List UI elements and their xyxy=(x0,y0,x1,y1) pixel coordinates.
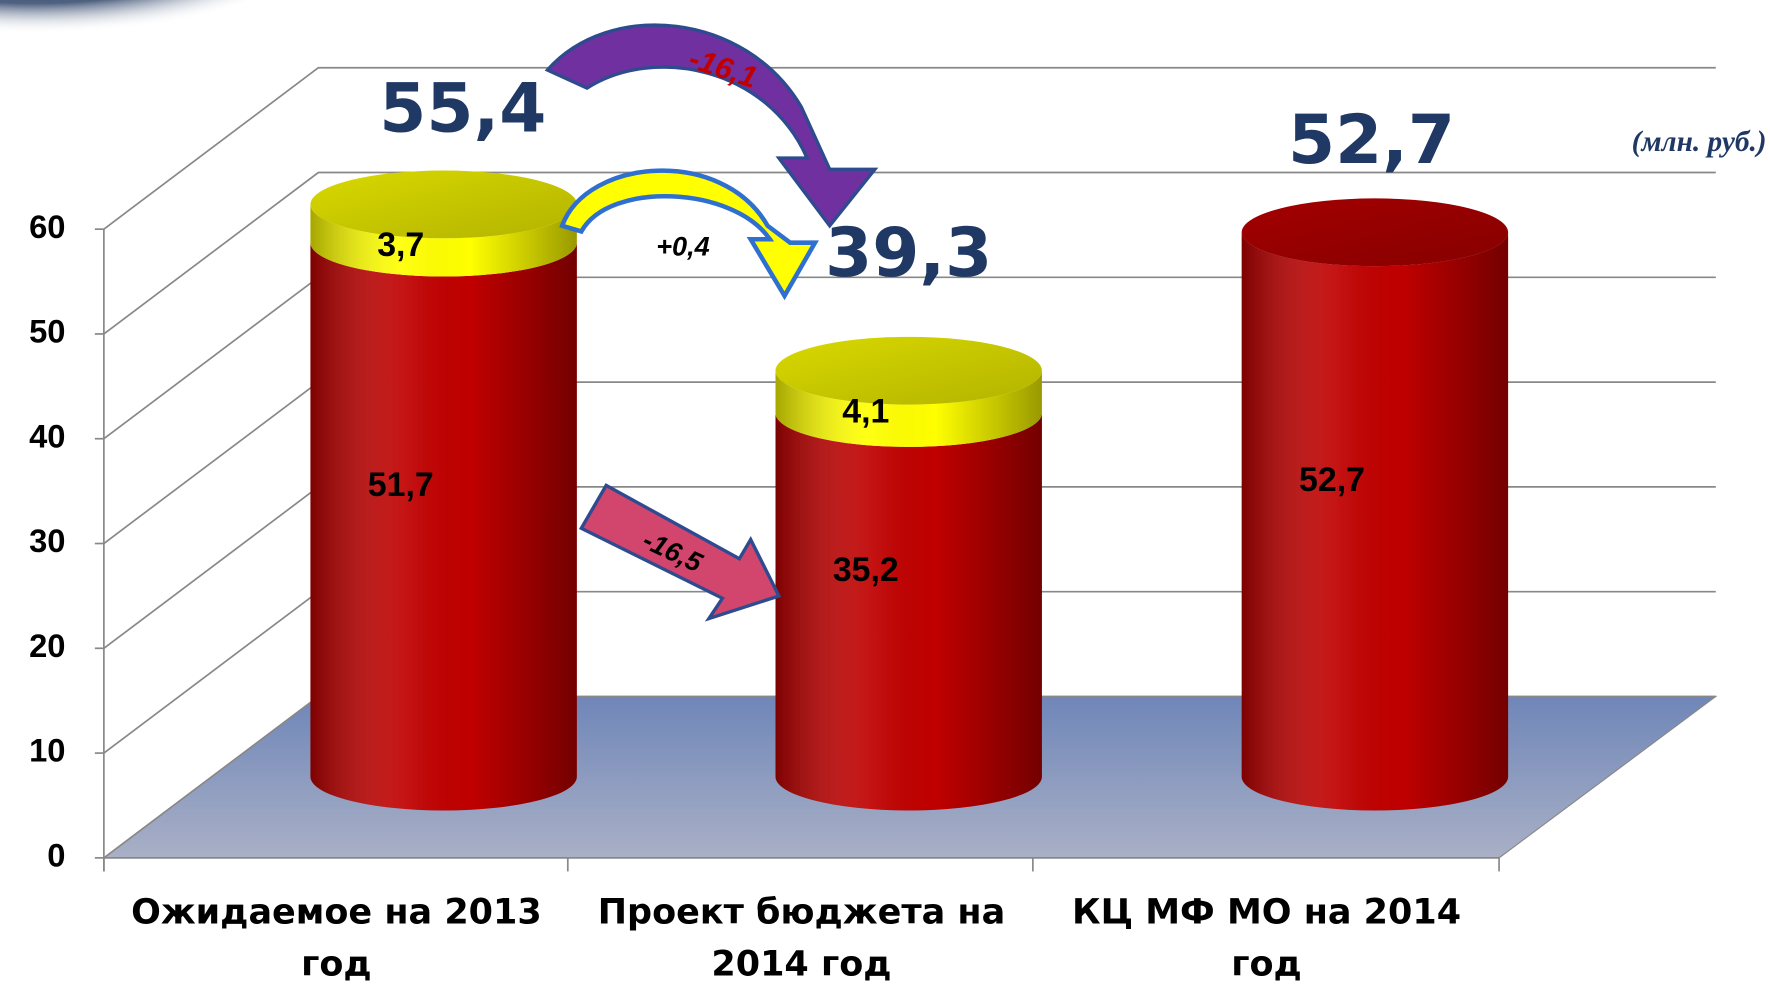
x-tick-label: КЦ МФ МО на 2014 год xyxy=(1071,891,1462,985)
cylinder-top-shading xyxy=(1241,198,1509,267)
arrow-decrease xyxy=(544,23,879,229)
arrow-decrease xyxy=(578,483,782,622)
total-label: 55,4 xyxy=(379,68,546,147)
x-tick-label: Проект бюджета на 2014 год xyxy=(597,891,1006,985)
value-label: 51,7 xyxy=(368,466,434,504)
unit-label: (млн. руб.) xyxy=(1632,126,1767,158)
x-tick-label: Ожидаемое на 2013 год xyxy=(131,891,542,985)
cylinder-shading xyxy=(310,204,577,277)
cylinders: 51,7 3,7 35,2 4,1 52,7 xyxy=(310,170,1509,811)
y-tick-label: 50 xyxy=(29,313,65,350)
grid-line xyxy=(103,171,1716,335)
value-label: 52,7 xyxy=(1299,461,1365,499)
cylinder-shading xyxy=(1241,232,1509,811)
y-tick-label: 40 xyxy=(29,417,65,454)
cylinder-shading xyxy=(775,370,1042,447)
x-tick-label-box: КЦ МФ МО на 2014 год xyxy=(1071,891,1462,985)
cylinder-shading xyxy=(310,242,577,811)
x-tick-label-box: Проект бюджета на 2014 год xyxy=(597,891,1006,985)
annotation: -16,1 xyxy=(685,41,762,95)
x-tick-label-box: Ожидаемое на 2013 год xyxy=(131,891,542,985)
total-label: 39,3 xyxy=(825,213,992,292)
total-label: 52,7 xyxy=(1288,100,1455,179)
corner-decoration xyxy=(0,0,268,46)
y-tick-label: 10 xyxy=(29,732,65,769)
x-axis-ticks xyxy=(103,857,1500,872)
value-label: 4,1 xyxy=(842,393,889,431)
annotation: +0,4 xyxy=(656,230,709,261)
cylinder-top-shading xyxy=(775,336,1042,405)
y-tick-label: 0 xyxy=(47,837,65,874)
cylinder-top-shading xyxy=(310,170,577,239)
value-label: 3,7 xyxy=(377,226,424,264)
arrow-increase xyxy=(559,168,819,301)
y-tick-label: 30 xyxy=(29,522,65,559)
y-tick-label: 60 xyxy=(29,208,65,245)
value-label: 35,2 xyxy=(833,551,899,589)
y-tick-label: 20 xyxy=(29,627,65,664)
cylinder-shading xyxy=(775,413,1042,811)
grid-line xyxy=(103,66,1716,230)
